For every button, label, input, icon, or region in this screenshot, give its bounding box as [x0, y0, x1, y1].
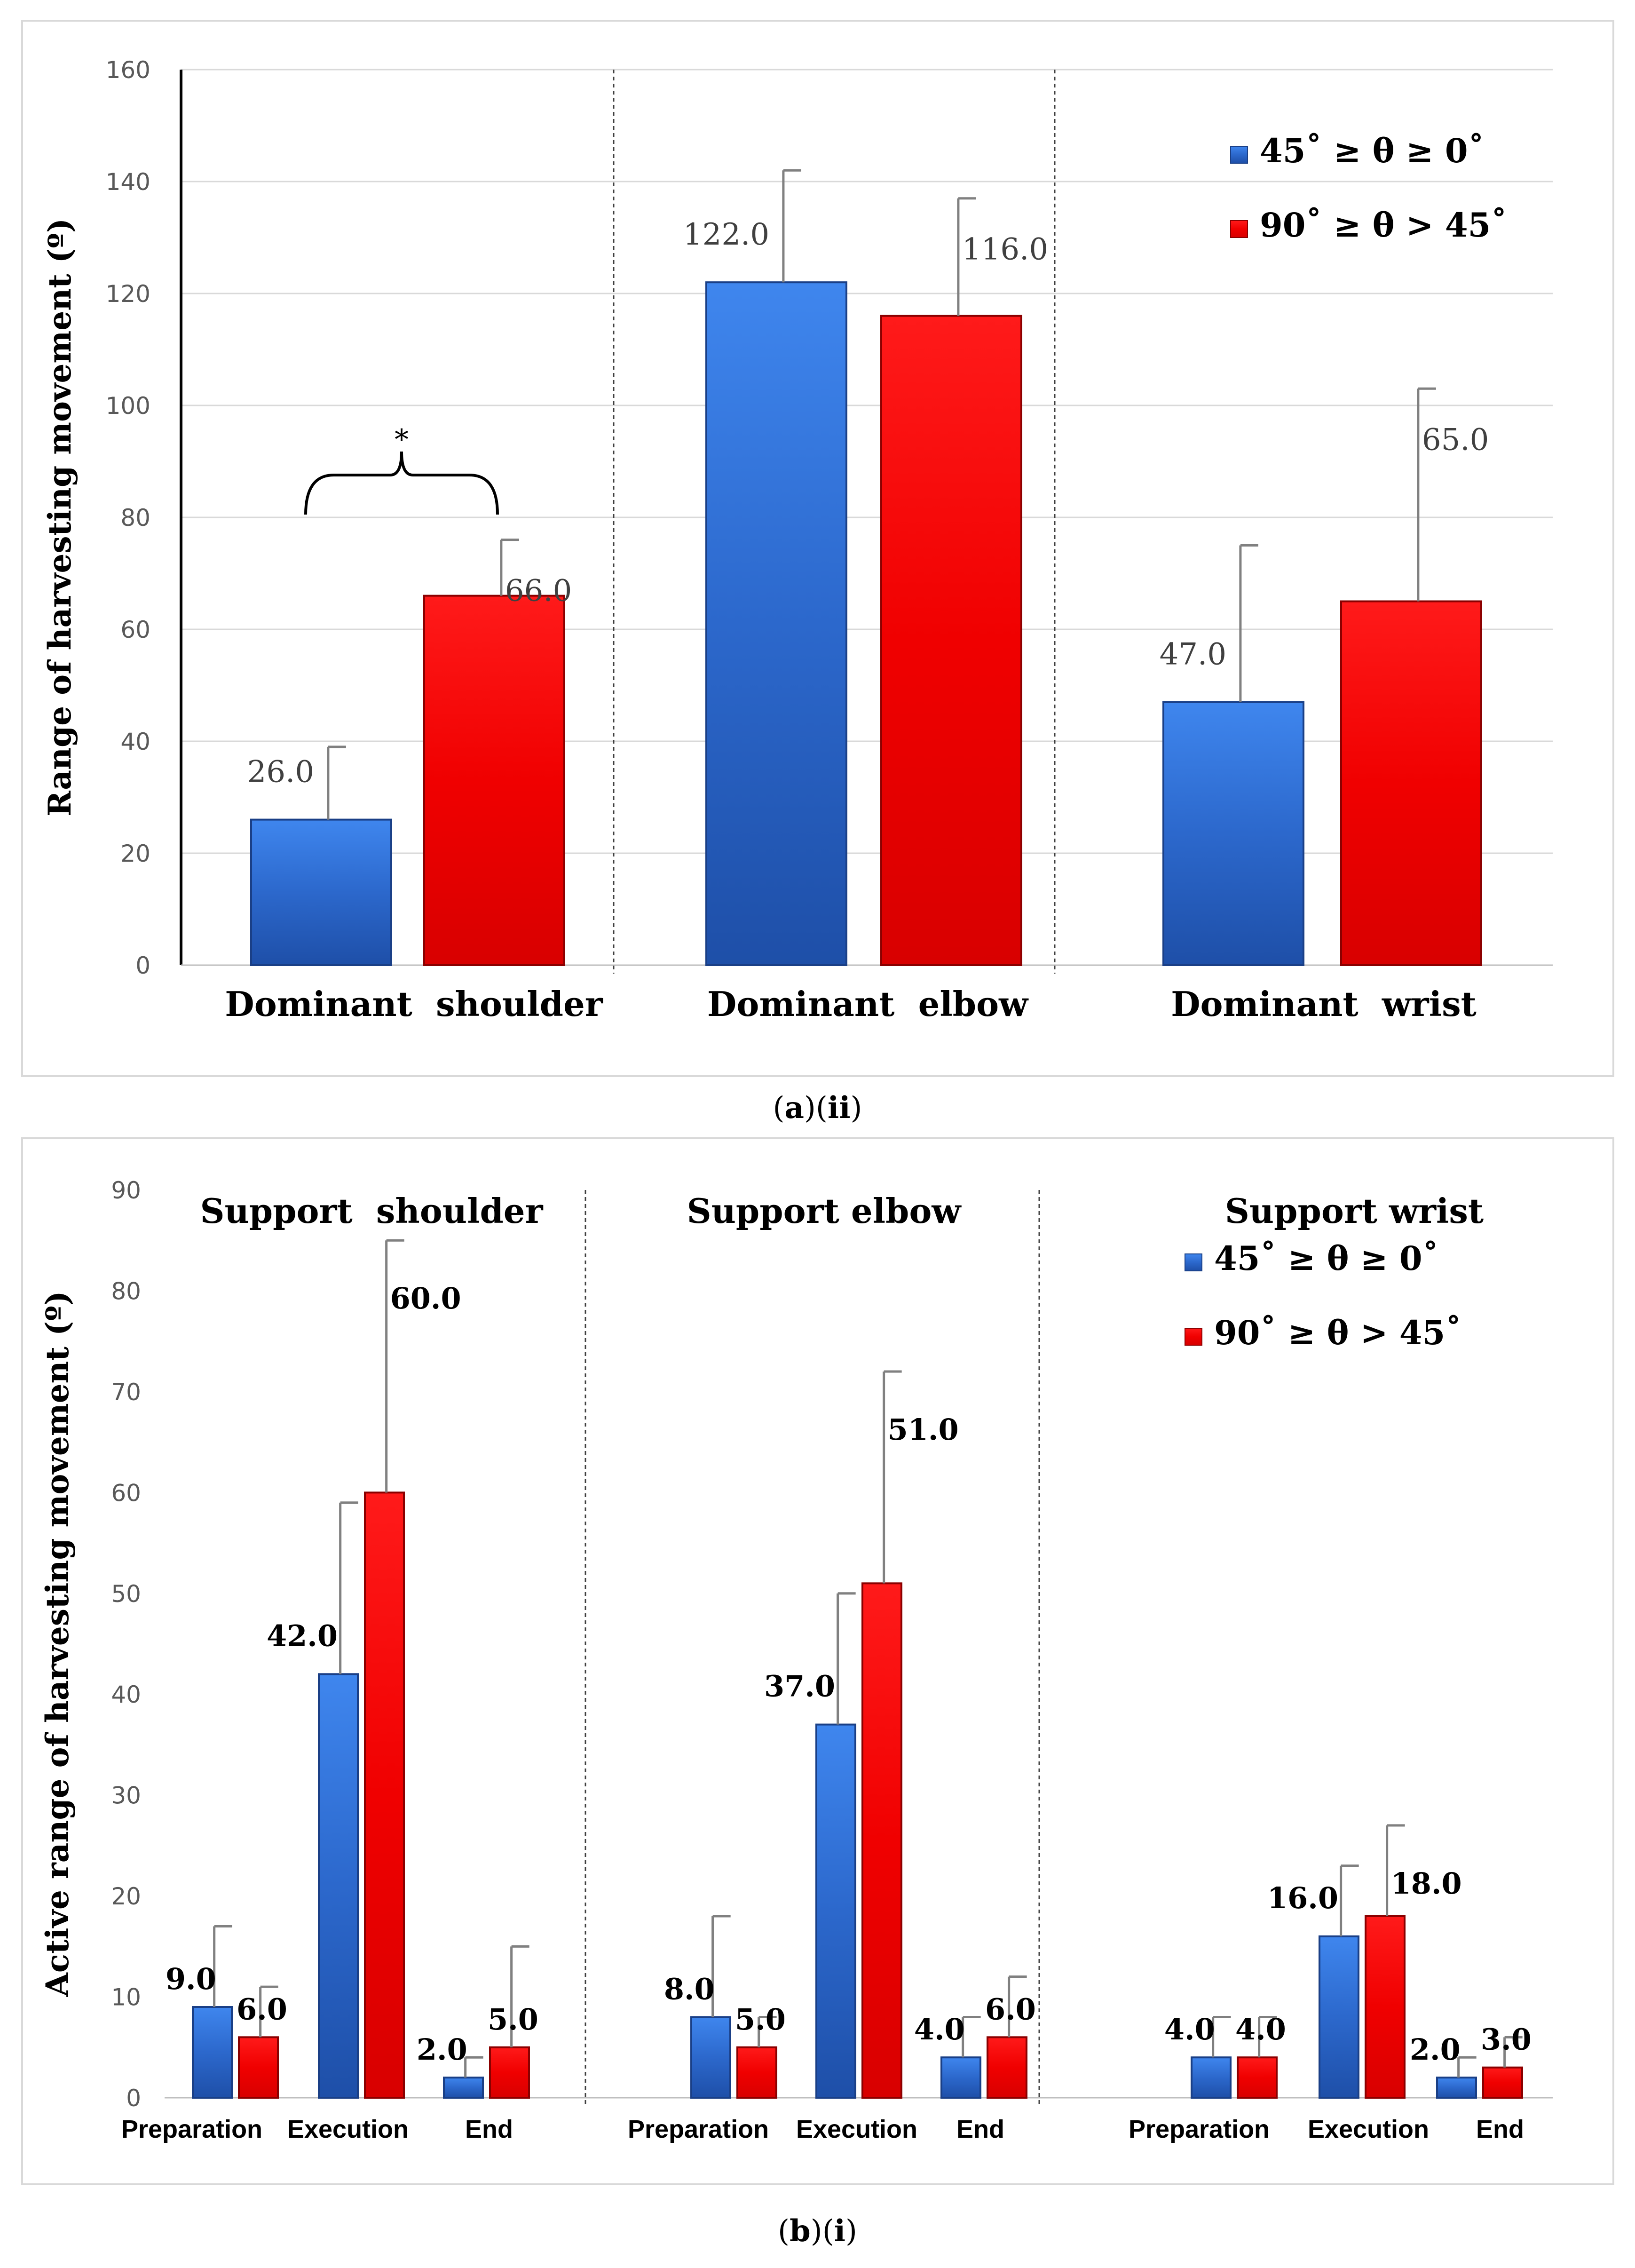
data-label-b: 4.0: [1235, 2012, 1286, 2046]
y-axis-title-b: Active range of harvesting movement (º): [39, 1291, 76, 1998]
data-label-a: 116.0: [962, 232, 1048, 267]
data-label-b: 8.0: [664, 1972, 715, 2006]
bar-a-g1-s1: [880, 315, 1022, 966]
bar-b-g2-c0-s1: [1237, 2056, 1278, 2099]
bar-a-g2-s1: [1340, 600, 1482, 966]
bar-b-g2-c1-s0: [1319, 1935, 1359, 2099]
bar-b-g1-c2-s0: [940, 2056, 981, 2099]
x-category-label-a: Dominant shoulder: [225, 984, 603, 1024]
bar-b-g0-c0-s1: [238, 2036, 279, 2099]
data-label-b: 3.0: [1481, 2022, 1532, 2057]
bar-b-g1-c1-s1: [861, 1582, 902, 2099]
bar-b-g2-c2-s1: [1482, 2066, 1523, 2099]
data-label-b: 2.0: [417, 2032, 467, 2067]
significance-bracket: [304, 451, 499, 515]
data-label-b: 5.0: [488, 2002, 538, 2037]
y-tick-label-a: 80: [120, 504, 150, 531]
data-label-b: 18.0: [1391, 1866, 1462, 1901]
legend-swatch-0: [1185, 1253, 1202, 1271]
bar-a-g0-s0: [250, 818, 392, 966]
y-tick-label-b: 20: [111, 1883, 141, 1910]
y-tick-label-b: 30: [111, 1782, 141, 1809]
y-tick-label-b: 70: [111, 1379, 141, 1406]
x-category-label-a: Dominant wrist: [1171, 984, 1477, 1024]
data-label-a: 122.0: [683, 217, 769, 252]
x-category-label-a: Dominant elbow: [707, 984, 1029, 1024]
x-category-label-b: Preparation: [628, 2115, 769, 2143]
caption-a: (a)(ii): [773, 1090, 862, 1126]
bar-b-g0-c1-s1: [364, 1491, 405, 2099]
legend-swatch-1: [1230, 220, 1248, 238]
bar-b-g0-c2-s1: [489, 2046, 530, 2099]
data-label-b: 60.0: [390, 1281, 461, 1316]
bar-b-g1-c0-s0: [690, 2016, 731, 2099]
x-category-label-b: Execution: [287, 2115, 409, 2143]
legend-label-1: 90˚ ≥ θ > 45˚: [1214, 1313, 1461, 1352]
data-label-b: 9.0: [166, 1962, 216, 1996]
bar-b-g2-c1-s1: [1365, 1915, 1406, 2099]
data-label-b: 6.0: [985, 1992, 1036, 2026]
x-category-label-b: Preparation: [1129, 2115, 1270, 2143]
y-tick-label-b: 10: [111, 1984, 141, 2011]
y-tick-label-b: 40: [111, 1681, 141, 1708]
y-tick-label-a: 40: [120, 728, 150, 755]
bar-a-g2-s0: [1162, 701, 1304, 966]
data-label-a: 66.0: [505, 574, 572, 609]
bar-b-g2-c0-s0: [1191, 2056, 1232, 2099]
data-label-b: 4.0: [1164, 2012, 1215, 2046]
legend-label-1: 90˚ ≥ θ > 45˚: [1260, 206, 1507, 245]
y-tick-label-b: 90: [111, 1177, 141, 1204]
legend-label-0: 45˚ ≥ θ ≥ 0˚: [1214, 1239, 1439, 1278]
bar-a-g1-s0: [705, 281, 847, 967]
data-label-a: 65.0: [1422, 422, 1489, 457]
caption-b: (b)(i): [778, 2213, 857, 2249]
data-label-b: 42.0: [267, 1618, 338, 1653]
y-tick-label-a: 0: [135, 952, 150, 979]
y-tick-label-a: 20: [120, 840, 150, 867]
data-label-b: 16.0: [1267, 1881, 1338, 1915]
subchart-title-b: Support wrist: [1225, 1191, 1484, 1231]
bar-b-g0-c0-s0: [192, 2006, 233, 2099]
bar-b-g0-c2-s0: [443, 2077, 484, 2099]
bar-a-g0-s1: [423, 595, 565, 966]
legend-swatch-0: [1230, 146, 1248, 164]
x-category-label-b: Preparation: [121, 2115, 262, 2143]
y-tick-label-b: 60: [111, 1479, 141, 1507]
bar-b-g1-c2-s1: [987, 2036, 1027, 2099]
x-category-label-b: End: [956, 2115, 1004, 2143]
data-label-b: 4.0: [914, 2012, 965, 2046]
y-tick-label-a: 100: [106, 392, 150, 420]
x-category-label-b: Execution: [796, 2115, 917, 2143]
subchart-title-b: Support shoulder: [200, 1191, 543, 1231]
subchart-title-b: Support elbow: [687, 1191, 962, 1231]
bar-b-g0-c1-s0: [318, 1673, 359, 2099]
y-tick-label-b: 0: [126, 2085, 141, 2112]
data-label-b: 5.0: [735, 2002, 786, 2037]
y-axis-title-a: Range of harvesting movement (º): [41, 218, 78, 817]
data-label-b: 37.0: [764, 1669, 835, 1704]
bar-b-g1-c1-s0: [815, 1723, 856, 2099]
data-label-a: 26.0: [247, 755, 315, 790]
legend-label-0: 45˚ ≥ θ ≥ 0˚: [1260, 131, 1485, 170]
y-tick-label-a: 160: [106, 56, 150, 84]
x-category-label-b: End: [465, 2115, 513, 2143]
data-label-b: 6.0: [237, 1992, 287, 2026]
significance-marker: *: [395, 423, 409, 456]
x-category-label-b: Execution: [1308, 2115, 1429, 2143]
data-label-b: 2.0: [1410, 2032, 1461, 2067]
data-label-b: 51.0: [888, 1412, 959, 1447]
y-tick-label-a: 140: [106, 168, 150, 196]
data-label-a: 47.0: [1160, 637, 1227, 672]
y-tick-label-b: 50: [111, 1580, 141, 1608]
legend-swatch-1: [1185, 1328, 1202, 1346]
bar-b-g1-c0-s1: [736, 2046, 777, 2099]
y-tick-label-b: 80: [111, 1277, 141, 1305]
bar-b-g2-c2-s0: [1436, 2077, 1477, 2099]
x-category-label-b: End: [1476, 2115, 1524, 2143]
y-tick-label-a: 60: [120, 616, 150, 643]
y-tick-label-a: 120: [106, 280, 150, 308]
